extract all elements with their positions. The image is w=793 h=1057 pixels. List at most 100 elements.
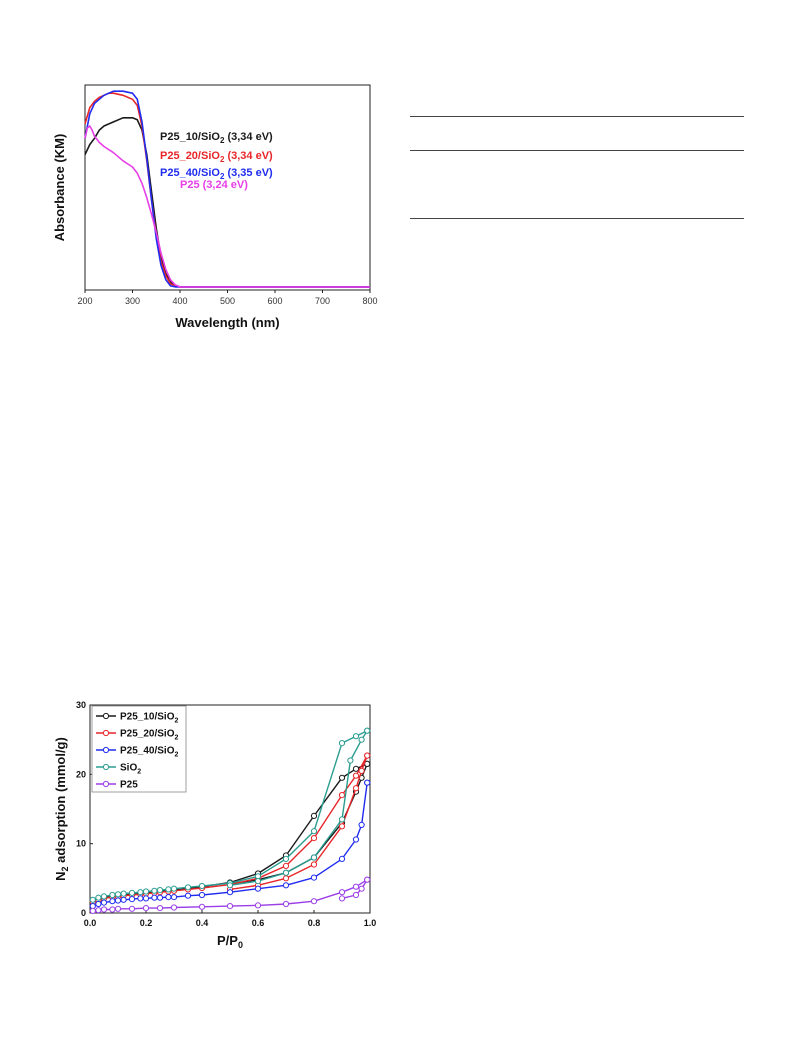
data-point-p25-20-sio (352, 772, 360, 779)
y-axis-title: N2 adsorption (mmol/g) (53, 737, 70, 881)
data-point-sio (128, 889, 136, 896)
data-point-p25-20-sio (338, 823, 346, 830)
x-tick-label: 0.2 (140, 918, 153, 928)
plot-frame (89, 704, 371, 914)
data-point-p25 (100, 906, 108, 913)
y-axis-title: Absorbance (KM) (52, 134, 67, 242)
data-point-p25 (254, 902, 262, 909)
y-tick-label: 20 (76, 769, 86, 779)
data-point-sio (226, 882, 234, 889)
x-tick-label: 0.6 (252, 918, 265, 928)
data-point-sio (282, 869, 290, 876)
data-point-p25-40-sio (151, 894, 158, 901)
data-point-p25-40-sio (137, 895, 144, 902)
data-point-sio (364, 727, 371, 734)
y-tick-label: 0 (81, 908, 86, 918)
data-point-p25-40-sio (364, 779, 371, 786)
data-point-p25-20-sio (310, 835, 318, 842)
x-tick-label: 0.4 (196, 918, 209, 928)
legend-swatch-marker (102, 780, 110, 788)
data-point-p25 (358, 885, 365, 892)
data-point-p25 (156, 905, 164, 912)
data-point-sio (89, 896, 96, 903)
x-tick-label: 800 (362, 296, 377, 306)
data-point-p25-10-sio (352, 765, 360, 772)
data-point-sio (120, 890, 127, 897)
data-point-sio (352, 733, 360, 740)
data-point-p25-20-sio (364, 752, 371, 759)
annotation-label: P25_40/SiO2 (3,35 eV) (160, 167, 273, 181)
x-axis-title: P/P0 (217, 933, 243, 950)
data-point-p25-10-sio (310, 812, 318, 820)
legend-swatch-marker (102, 729, 110, 737)
data-point-p25-40-sio (226, 889, 234, 896)
y-tick-label: 30 (76, 700, 86, 710)
series-line-p25-10-sio-3-34-ev (84, 117, 370, 288)
legend-entry: P25_20/SiO2 (120, 729, 178, 742)
table-top-rule (410, 116, 744, 117)
data-point-p25-40-sio (100, 899, 108, 906)
data-point-p25 (282, 900, 290, 908)
data-point-p25-40-sio (254, 885, 262, 892)
data-point-p25 (226, 903, 234, 910)
legend-entry: SiO2 (120, 763, 141, 776)
annotation-label: P25_10/SiO2 (3,34 eV) (160, 131, 273, 145)
data-point-p25 (338, 889, 346, 896)
data-point-p25-40-sio (184, 892, 192, 899)
data-point-p25 (352, 883, 360, 890)
table-header-rule (410, 150, 744, 151)
x-tick-label: 0.8 (308, 918, 321, 928)
data-point-p25-40-sio (128, 896, 136, 903)
y-tick-label: 10 (76, 839, 86, 849)
data-point-p25 (352, 891, 360, 899)
data-point-p25 (364, 876, 371, 883)
data-point-p25-40-sio (120, 896, 127, 903)
data-point-p25-40-sio (358, 821, 365, 828)
x-tick-label: 500 (220, 296, 235, 306)
data-point-sio (358, 736, 365, 743)
data-point-p25-40-sio (95, 900, 102, 908)
data-point-p25-40-sio (109, 898, 116, 905)
data-point-p25-20-sio (358, 767, 365, 775)
data-point-sio (310, 854, 318, 861)
x-axis-title: Wavelength (nm) (175, 315, 279, 330)
legend-swatch-marker (102, 746, 110, 754)
data-point-sio (347, 757, 354, 764)
table-bottom-rule (410, 218, 744, 219)
data-point-p25 (338, 895, 346, 902)
data-point-p25-40-sio (165, 894, 172, 901)
series-line-p25-3-24-ev (84, 125, 370, 288)
data-point-p25-20-sio (338, 792, 346, 799)
data-point-sio (198, 882, 206, 890)
data-point-p25-40-sio (352, 836, 360, 843)
data-point-sio (254, 878, 262, 885)
x-tick-label: 200 (77, 296, 92, 306)
data-point-p25-40-sio (170, 894, 178, 901)
data-point-p25 (310, 898, 318, 905)
data-point-p25-20-sio (282, 862, 290, 869)
data-point-sio (170, 885, 178, 892)
legend-entry: P25_10/SiO2 (120, 712, 178, 725)
data-point-p25-20-sio (352, 785, 360, 792)
data-point-p25-40-sio (338, 855, 346, 862)
x-tick-label: 0.0 (84, 918, 97, 928)
uv-vis-absorbance-chart: 200 300 400 500 600 700 800 Wavelength (nm) Abso… (52, 84, 378, 330)
data-point-p25-40-sio (156, 894, 164, 901)
data-point-p25 (128, 905, 136, 912)
data-point-sio (151, 887, 158, 894)
data-point-p25 (170, 904, 178, 911)
data-point-sio (142, 888, 150, 895)
data-point-p25-20-sio (310, 861, 318, 868)
x-tick-label: 600 (267, 296, 282, 306)
n2-adsorption-isotherm-chart: 0.0 0.2 0.4 0.6 0.8 1.0 0 10 20 30 P/P0 N2 adsorpti… (53, 700, 376, 950)
data-point-p25-20-sio (282, 875, 290, 882)
data-point-sio (100, 893, 108, 900)
data-point-sio (109, 891, 116, 899)
annotation-label: P25_20/SiO2 (3,34 eV) (160, 150, 273, 164)
data-point-p25 (114, 905, 122, 912)
data-point-sio (184, 884, 192, 891)
data-point-sio (338, 816, 346, 823)
data-point-p25 (89, 907, 96, 914)
x-tick-label: 300 (125, 296, 140, 306)
data-point-sio (95, 894, 102, 901)
